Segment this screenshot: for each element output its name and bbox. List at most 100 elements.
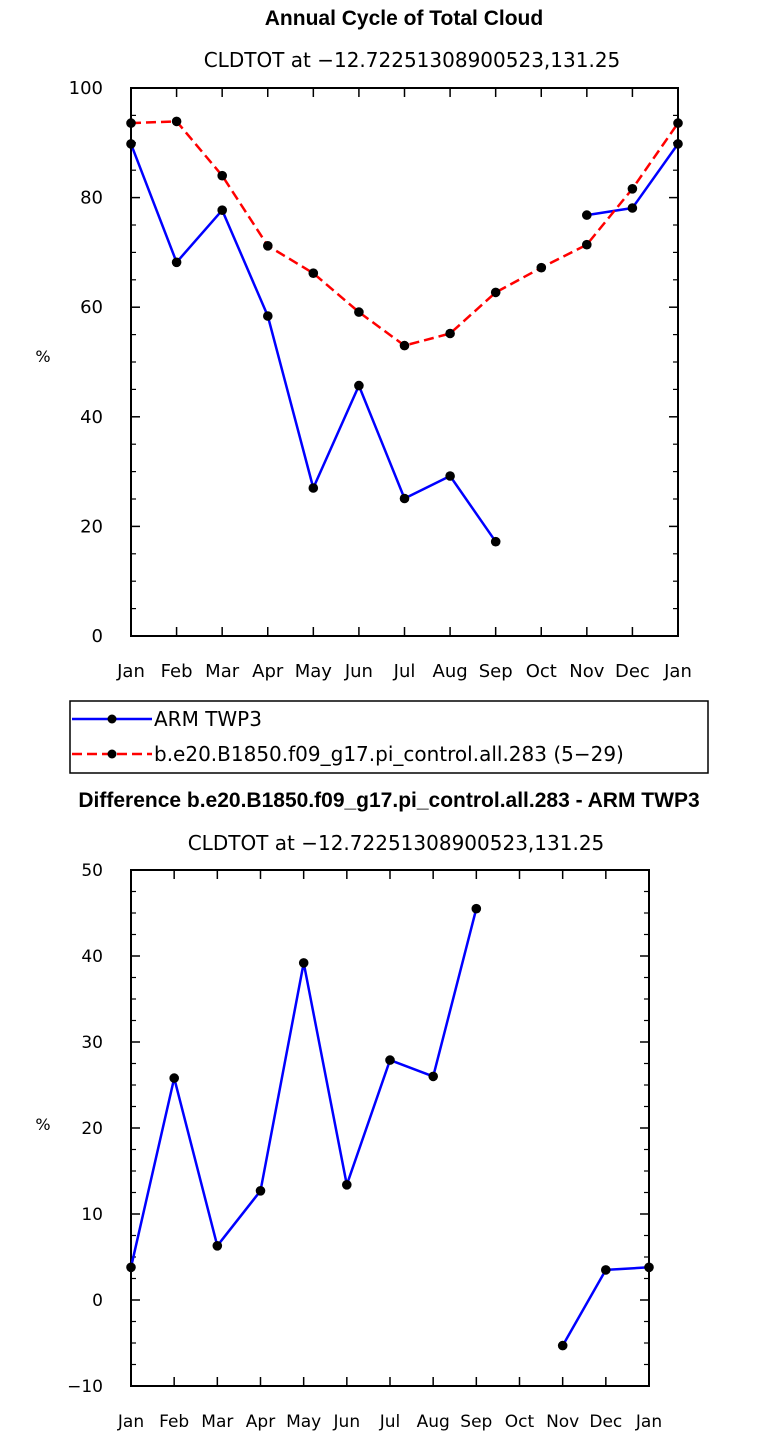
x-tick-label: Aug [417,1412,450,1432]
series-line-1 [130,120,680,347]
plot-frame [130,869,650,1387]
x-tick-label: Feb [159,1412,189,1432]
y-tick-label: 40 [81,947,103,967]
x-tick-label: Apr [246,1412,275,1432]
data-point-0 [298,958,309,968]
data-point-0 [490,536,501,547]
x-tick-label: Jan [663,661,692,682]
data-point-1 [490,287,501,298]
x-tick-label: Dec [589,1412,622,1432]
data-point-0 [169,1073,179,1083]
x-tick-label: Jul [379,1412,401,1432]
data-point-0 [627,203,638,213]
x-tick-label: Jan [116,661,145,682]
data-point-1 [126,118,136,128]
data-point-1 [171,116,182,127]
series-line-0 [129,143,497,543]
y-tick-label: 100 [69,78,103,99]
y-tick-label: 30 [81,1033,103,1053]
data-point-0 [255,1186,266,1196]
data-point-1 [399,340,410,351]
data-point-0 [428,1071,439,1082]
chart2-subtitle: CLDTOT at −12.72251308900523,131.25 [188,831,605,855]
y-tick-label: 0 [92,1291,103,1311]
data-point-1 [308,268,319,279]
data-point-0 [673,139,683,149]
chart1-subtitle: CLDTOT at −12.72251308900523,131.25 [204,48,621,72]
legend-label-model: b.e20.B1850.f09_g17.pi_control.all.283 (… [154,742,624,766]
chart-difference: Difference b.e20.B1850.f09_g17.pi_contro… [35,789,699,1432]
data-point-0 [126,1262,136,1273]
legend-marker-model [107,749,117,759]
data-point-0 [212,1241,223,1251]
data-point-0 [308,483,319,493]
x-tick-label: Oct [505,1412,535,1432]
legend-box [69,700,709,774]
data-point-0 [582,210,592,220]
data-point-1 [217,170,227,181]
x-tick-label: Dec [615,661,650,682]
data-point-0 [342,1180,352,1190]
data-point-0 [471,903,482,914]
chart2-series [126,903,654,1351]
x-tick-label: Sep [460,1412,492,1432]
x-tick-label: Mar [201,1412,233,1432]
data-point-0 [399,493,410,504]
data-point-0 [644,1262,654,1273]
chart2-axes: −10 0 10 20 30 40 50 Jan Feb Mar Apr May Jun Jul Aug Se… [67,861,662,1432]
x-tick-label: Jun [333,1412,361,1432]
chart1-ylabel: % [35,347,50,366]
x-tick-label: Oct [526,661,557,682]
series-line-0 [561,1266,650,1347]
data-point-0 [354,380,364,391]
x-tick-label: Jan [635,1412,662,1432]
chart2-title: Difference b.e20.B1850.f09_g17.pi_contro… [78,789,699,812]
y-tick-label: 60 [80,297,103,318]
x-tick-label: Apr [252,661,284,682]
data-point-1 [582,239,592,250]
y-tick-label: 80 [80,188,103,209]
x-tick-label: Jun [344,661,373,682]
data-point-0 [126,139,136,149]
data-point-1 [536,262,547,273]
x-tick-label: Aug [433,661,468,682]
y-tick-label: 50 [81,861,103,881]
chart2-ylabel: % [35,1115,50,1134]
x-tick-label: Jan [117,1412,144,1432]
data-point-0 [385,1055,395,1065]
y-tick-label: 10 [81,1205,103,1225]
x-tick-label: May [286,1412,321,1432]
data-point-0 [445,471,455,481]
data-point-0 [171,257,182,268]
data-point-1 [445,328,455,339]
data-point-1 [627,184,638,194]
data-point-0 [601,1265,611,1275]
data-point-0 [217,205,227,215]
legend-label-arm: ARM TWP3 [154,707,262,731]
y-tick-label: 0 [92,626,103,647]
y-tick-label: 40 [80,407,103,428]
plot-frame [130,87,679,637]
data-point-0 [263,311,273,321]
chart-annual-cycle: Annual Cycle of Total Cloud CLDTOT at −1… [35,7,691,682]
x-tick-label: Jul [393,661,416,682]
data-point-0 [557,1340,568,1351]
x-tick-label: Feb [161,661,193,682]
chart1-series [126,116,683,547]
x-tick-label: Sep [479,661,513,682]
y-tick-label: 20 [81,1119,103,1139]
chart1-axes: 0 20 40 60 80 100 Jan Feb Mar Apr May Jun Jul Aug Sep O… [69,78,692,682]
chart1-legend: ARM TWP3 b.e20.B1850.f09_g17.pi_control.… [69,700,709,774]
data-point-1 [354,307,364,317]
x-tick-label: Nov [569,661,604,682]
data-point-1 [263,241,273,251]
y-tick-label: 20 [80,516,103,537]
x-tick-label: May [295,661,333,682]
data-point-1 [673,118,683,128]
x-tick-label: Nov [546,1412,579,1432]
y-tick-label: −10 [67,1377,103,1397]
x-tick-label: Mar [205,661,240,682]
chart1-title: Annual Cycle of Total Cloud [265,7,543,30]
legend-marker-arm [107,714,117,724]
